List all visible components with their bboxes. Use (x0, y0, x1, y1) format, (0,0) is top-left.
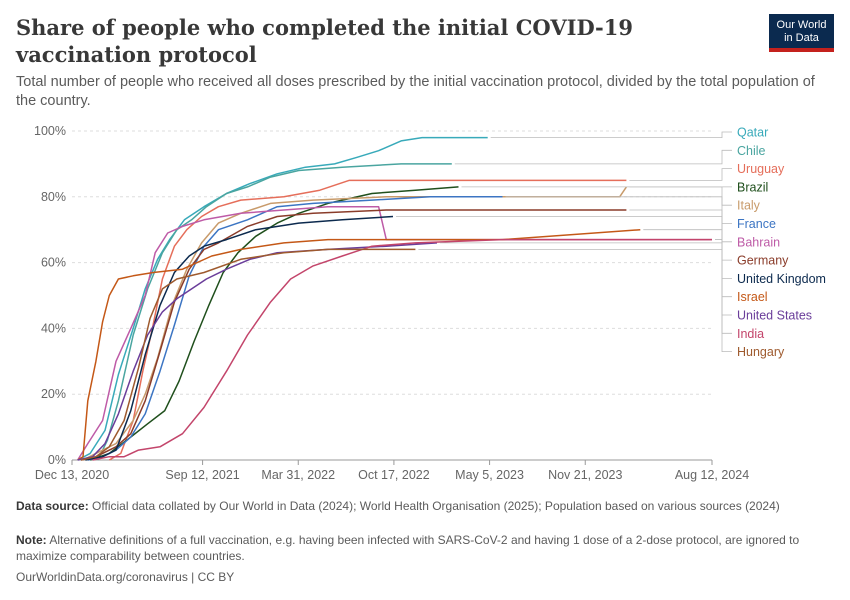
y-tick-label: 100% (34, 124, 66, 138)
legend-label-brazil[interactable]: Brazil (737, 180, 768, 194)
x-tick-label: Mar 31, 2022 (261, 468, 335, 482)
legend: Qatar Chile Uruguay Brazil Italy France Bahrai… (396, 126, 826, 359)
legend-connector (629, 168, 732, 181)
legend-label-hungary[interactable]: Hungary (737, 345, 785, 359)
x-tick-label: May 5, 2023 (455, 468, 524, 482)
logo-line-1: Our World (776, 19, 827, 31)
series-line-qatar[interactable] (77, 136, 488, 461)
methodology-note: Note: Alternative definitions of a full … (16, 532, 826, 564)
y-tick-label: 40% (41, 321, 66, 335)
credit-line[interactable]: OurWorldinData.org/coronavirus | CC BY (16, 570, 235, 584)
data-source-note: Data source: Official data collated by O… (16, 498, 826, 514)
chart-title: Share of people who completed the initia… (16, 15, 633, 67)
legend-connector (629, 209, 732, 261)
legend-label-italy[interactable]: Italy (737, 199, 761, 213)
note-label: Note: (16, 533, 47, 547)
x-tick-label: Sep 12, 2021 (165, 468, 239, 482)
line-chart: 0% 20% 40% 60% 80% 100% Dec 13, 2020 Sep 12, 2… (34, 124, 826, 482)
legend-label-united-states[interactable]: United States (737, 309, 812, 323)
series-line-italy[interactable] (82, 186, 628, 461)
series-line-chile[interactable] (97, 163, 452, 461)
legend-label-india[interactable]: India (737, 327, 764, 341)
y-tick-label: 80% (41, 190, 66, 204)
logo-line-2: in Data (784, 32, 819, 44)
legend-label-uruguay[interactable]: Uruguay (737, 162, 785, 176)
legend-connector (490, 131, 732, 138)
x-tick-label: Oct 17, 2022 (358, 468, 430, 482)
legend-label-qatar[interactable]: Qatar (737, 126, 768, 140)
x-tick-label: Aug 12, 2024 (675, 468, 749, 482)
legend-label-france[interactable]: France (737, 217, 776, 231)
x-tick-label: Dec 13, 2020 (35, 468, 109, 482)
legend-label-israel[interactable]: Israel (737, 290, 768, 304)
y-tick-label: 60% (41, 256, 66, 270)
series-line-france[interactable] (87, 196, 503, 461)
series-line-israel[interactable] (77, 228, 641, 461)
note-text: Alternative definitions of a full vaccin… (16, 533, 800, 563)
legend-label-bahrain[interactable]: Bahrain (737, 235, 780, 249)
chart-subtitle: Total number of people who received all … (16, 74, 815, 109)
data-source-label: Data source: (16, 499, 89, 513)
legend-connector (454, 149, 732, 165)
series-line-india[interactable] (92, 238, 712, 461)
legend-label-united-kingdom[interactable]: United Kingdom (737, 272, 826, 286)
data-source-text: Official data collated by Our World in D… (92, 499, 780, 513)
legend-connector (715, 239, 732, 334)
series-line-brazil[interactable] (89, 186, 459, 461)
y-axis-ticks: 0% 20% 40% 60% 80% 100% (34, 124, 66, 467)
x-tick-label: Nov 21, 2023 (548, 468, 622, 482)
series-lines (77, 136, 712, 461)
series-line-united-kingdom[interactable] (85, 215, 394, 461)
legend-connector (629, 186, 732, 206)
legend-label-chile[interactable]: Chile (737, 144, 766, 158)
series-line-germany[interactable] (80, 209, 627, 461)
legend-connector (440, 242, 732, 316)
legend-connector (396, 216, 732, 279)
owid-logo[interactable]: Our World in Data (769, 14, 834, 52)
legend-connector (418, 249, 732, 352)
x-axis-ticks: Dec 13, 2020 Sep 12, 2021 Mar 31, 2022 Oct … (35, 460, 749, 482)
legend-label-germany[interactable]: Germany (737, 254, 789, 268)
y-tick-label: 0% (48, 453, 66, 467)
y-tick-label: 20% (41, 387, 66, 401)
series-line-hungary[interactable] (80, 248, 416, 461)
